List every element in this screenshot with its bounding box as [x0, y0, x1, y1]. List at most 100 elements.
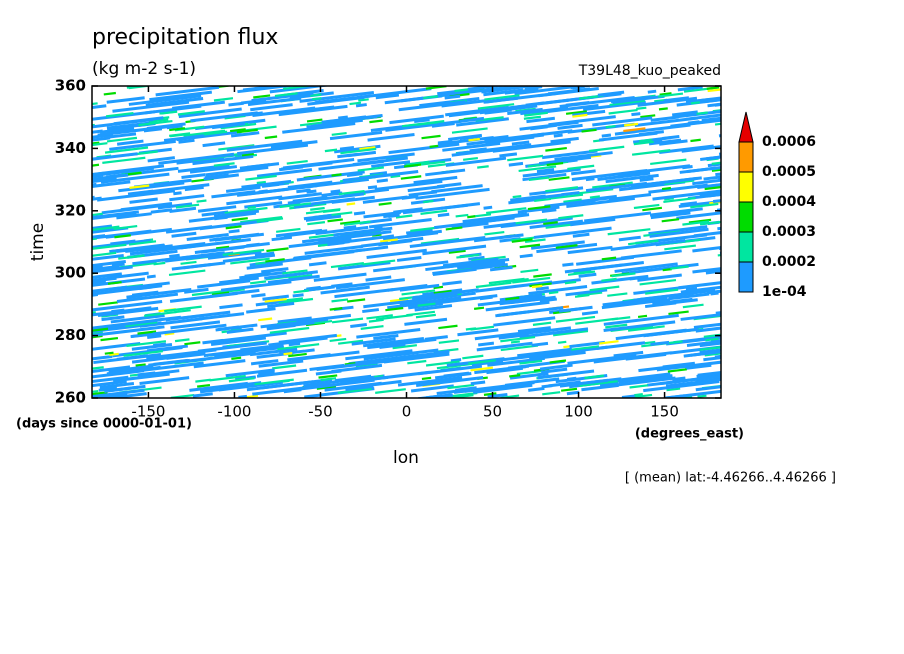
field-streak	[672, 376, 686, 382]
field-streak	[447, 383, 475, 390]
field-streak	[746, 317, 808, 324]
field-streak	[189, 165, 238, 174]
field-streak	[531, 284, 543, 289]
field-streak	[200, 245, 245, 254]
y-tick-label: 340	[55, 139, 86, 157]
field-streak	[222, 253, 276, 263]
field-streak	[104, 146, 149, 154]
field-streak	[699, 348, 721, 354]
field-streak	[572, 113, 588, 118]
field-streak	[704, 98, 721, 104]
field-streak	[287, 180, 333, 189]
field-streak	[519, 243, 541, 249]
field-streak	[432, 267, 477, 276]
field-streak	[754, 305, 798, 310]
field-streak	[699, 346, 721, 351]
field-streak	[240, 215, 283, 224]
field-streak	[274, 92, 298, 98]
field-streak	[278, 192, 323, 201]
field-streak	[727, 245, 735, 246]
field-streak	[610, 95, 651, 104]
field-streak	[444, 94, 461, 100]
field-streak	[421, 160, 446, 166]
field-streak	[639, 138, 653, 143]
field-streak	[457, 328, 499, 337]
field-streak	[750, 87, 771, 90]
field-streak	[507, 154, 544, 162]
field-streak	[676, 211, 721, 220]
field-streak	[636, 106, 647, 110]
field-streak	[591, 194, 617, 201]
field-streak	[56, 252, 75, 254]
field-streak	[98, 386, 118, 392]
field-streak	[92, 136, 111, 142]
field-streak	[181, 173, 206, 180]
field-streak	[149, 90, 213, 102]
field-streak	[97, 124, 171, 137]
field-streak	[250, 280, 267, 285]
field-streak	[331, 363, 383, 373]
field-streak	[540, 367, 568, 374]
field-streak	[231, 217, 248, 222]
field-streak	[329, 307, 343, 311]
field-streak	[78, 313, 88, 314]
field-streak	[375, 388, 406, 394]
field-streak	[237, 86, 298, 94]
field-streak	[384, 96, 424, 105]
field-streak	[545, 223, 574, 229]
colorbar-box	[738, 261, 754, 293]
field-streak	[62, 118, 79, 120]
field-streak	[470, 380, 486, 386]
field-streak	[519, 327, 589, 339]
field-streak	[601, 297, 671, 310]
field-streak	[153, 358, 188, 366]
field-streak	[334, 288, 394, 299]
field-streak	[112, 100, 190, 113]
field-streak	[714, 354, 721, 359]
field-streak	[605, 173, 659, 184]
field-streak	[92, 152, 138, 161]
field-streak	[148, 118, 169, 123]
field-streak	[75, 314, 85, 315]
field-streak	[629, 384, 649, 389]
field-streak	[92, 141, 100, 145]
field-streak	[258, 359, 304, 368]
field-streak	[213, 162, 235, 167]
field-streak	[357, 152, 415, 163]
field-streak	[110, 313, 165, 324]
field-streak	[572, 109, 606, 117]
field-streak	[92, 195, 95, 200]
field-streak	[101, 315, 125, 322]
field-streak	[314, 319, 333, 325]
field-streak	[581, 383, 619, 392]
field-streak	[256, 180, 266, 185]
field-streak	[137, 371, 156, 377]
field-streak	[682, 303, 704, 309]
field-streak	[246, 380, 314, 392]
field-streak	[68, 358, 79, 359]
field-streak	[742, 384, 750, 385]
field-streak	[663, 96, 690, 103]
field-streak	[613, 350, 644, 358]
field-streak	[661, 186, 672, 191]
field-streak	[189, 381, 249, 392]
field-streak	[736, 334, 785, 340]
field-streak	[340, 147, 377, 155]
field-streak	[517, 347, 573, 358]
field-streak	[690, 101, 700, 105]
field-streak	[741, 85, 781, 90]
x-tick-label: 0	[402, 403, 412, 421]
field-streak	[92, 264, 120, 272]
field-streak	[685, 363, 710, 369]
field-streak	[512, 194, 522, 199]
field-streak	[367, 132, 415, 142]
field-streak	[572, 232, 590, 238]
field-streak	[678, 281, 721, 290]
field-streak	[277, 316, 312, 324]
field-streak	[478, 341, 495, 347]
field-streak	[216, 245, 230, 250]
field-streak	[100, 336, 119, 342]
field-streak	[542, 193, 563, 199]
field-streak	[78, 320, 91, 322]
field-streak	[190, 111, 258, 123]
